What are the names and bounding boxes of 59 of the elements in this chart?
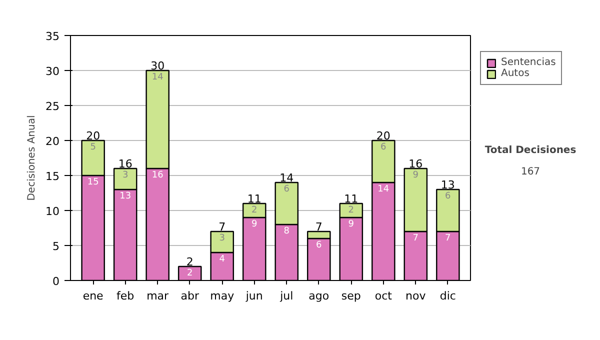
y-tick-label: 25 bbox=[46, 100, 60, 113]
data-label: 2 bbox=[186, 268, 193, 279]
total-label: 7 bbox=[218, 220, 226, 234]
data-label: 3 bbox=[219, 234, 225, 244]
data-label: 6 bbox=[284, 184, 290, 195]
y-tick-label: 30 bbox=[46, 65, 60, 78]
total-label: 2 bbox=[186, 256, 194, 268]
data-label: 4 bbox=[219, 254, 226, 265]
data-label: 6 bbox=[316, 240, 322, 251]
x-tick-label: sep bbox=[341, 290, 361, 302]
x-tick-label: jul bbox=[279, 290, 294, 302]
x-tick-label: ene bbox=[82, 290, 104, 302]
data-label: 15 bbox=[87, 178, 99, 188]
text: 167 bbox=[520, 166, 540, 178]
data-label: 2 bbox=[252, 206, 258, 216]
data-label: 9 bbox=[252, 220, 258, 230]
data-label: 8 bbox=[284, 226, 290, 237]
total-label: 7 bbox=[315, 220, 322, 234]
data-label: 14 bbox=[378, 184, 390, 195]
y-tick-label: 15 bbox=[46, 170, 60, 183]
total-label: 14 bbox=[280, 172, 294, 184]
x-tick-label: jun bbox=[244, 290, 263, 302]
data-label: 2 bbox=[348, 206, 354, 216]
total-label: 30 bbox=[150, 60, 165, 72]
data-label: 6 bbox=[445, 192, 452, 202]
y-axis-title: Decisiones Anual bbox=[26, 115, 38, 201]
total-label: 11 bbox=[344, 192, 358, 206]
total-label: 20 bbox=[376, 130, 390, 142]
y-tick-label: 10 bbox=[46, 205, 60, 218]
x-tick-label: dic bbox=[440, 290, 456, 302]
data-label: 7 bbox=[412, 234, 419, 244]
text: Total Decisiones bbox=[484, 145, 576, 156]
x-tick-label: mar bbox=[146, 290, 170, 302]
data-label: 9 bbox=[348, 220, 354, 230]
y-tick-label: 35 bbox=[46, 30, 60, 43]
y-tick-label: 20 bbox=[46, 135, 60, 148]
legend-label: Sentencias bbox=[501, 57, 556, 68]
total-label: 16 bbox=[118, 158, 132, 170]
total-label: 20 bbox=[86, 130, 100, 142]
data-label: 13 bbox=[120, 192, 132, 202]
x-tick-label: nov bbox=[406, 290, 426, 302]
legend-label: Autos bbox=[501, 68, 530, 79]
total-label: 13 bbox=[440, 178, 455, 192]
total-label: 11 bbox=[247, 192, 262, 206]
data-label: 9 bbox=[412, 170, 419, 181]
y-tick-label: 5 bbox=[52, 240, 60, 253]
x-tick-label: abr bbox=[180, 290, 200, 302]
x-tick-label: feb bbox=[116, 290, 134, 302]
total-label: 16 bbox=[408, 158, 423, 170]
x-tick-label: oct bbox=[374, 290, 393, 302]
data-label: 3 bbox=[122, 170, 128, 181]
data-label: 5 bbox=[90, 142, 96, 153]
data-label: 16 bbox=[152, 170, 164, 181]
x-tick-label: ago bbox=[308, 290, 330, 302]
x-tick-label: may bbox=[210, 290, 235, 302]
data-label: 14 bbox=[152, 72, 164, 83]
data-label: 6 bbox=[380, 142, 387, 153]
y-tick-label: 0 bbox=[52, 275, 60, 288]
data-label: 7 bbox=[445, 234, 451, 244]
